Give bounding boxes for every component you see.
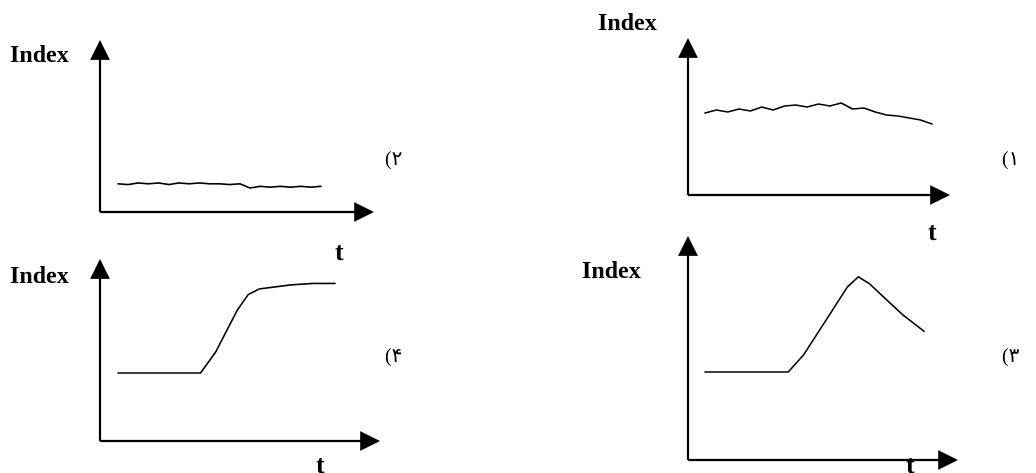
series-line-1 <box>117 182 322 189</box>
option-label: (۲ <box>385 148 402 170</box>
series-line-1 <box>704 102 933 125</box>
series-line-1 <box>117 282 336 374</box>
y-axis-label: Index <box>598 10 657 36</box>
x-axis-label: t <box>316 450 325 473</box>
chart-panel-3: Index t (۳ <box>582 236 1020 473</box>
x-axis-label: t <box>335 237 344 266</box>
x-axis-label: t <box>906 450 915 473</box>
option-label: (۳ <box>1002 345 1020 367</box>
chart-panel-1: Index t (۱ <box>598 10 1019 246</box>
option-label: (۱ <box>1002 148 1019 170</box>
chart-panel-4: Index t (۴ <box>10 259 402 473</box>
y-axis-label: Index <box>10 263 69 289</box>
option-label: (۴ <box>385 345 402 367</box>
y-axis-label: Index <box>10 42 69 68</box>
chart-panel-2: Index t (۲ <box>10 40 402 266</box>
series-line-1 <box>704 276 925 373</box>
x-axis-label: t <box>928 217 937 246</box>
y-axis-label: Index <box>582 258 641 284</box>
